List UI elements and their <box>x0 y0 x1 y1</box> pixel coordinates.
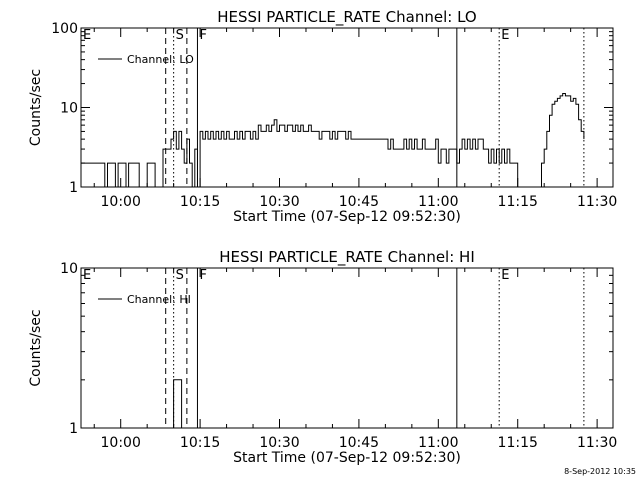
x-tick-label: 10:30 <box>259 435 299 451</box>
y-tick-label: 1 <box>69 421 78 437</box>
y-tick-label: 10 <box>60 101 78 117</box>
event-marker-label: E <box>501 268 509 283</box>
x-tick-label: 11:15 <box>498 435 538 451</box>
event-marker-label: F <box>199 268 206 283</box>
x-tick-label: 10:30 <box>259 194 299 210</box>
series-line <box>171 379 183 429</box>
legend-entry: Channel: LO <box>127 53 194 66</box>
x-tick-label: 10:45 <box>339 194 379 210</box>
chart-title: HESSI PARTICLE_RATE Channel: LO <box>217 8 476 27</box>
lo-channel-panel: HESSI PARTICLE_RATE Channel: LO 1 10 100 10:… <box>28 8 617 225</box>
x-tick-label: 11:30 <box>577 435 617 451</box>
event-marker-label: F <box>199 28 206 43</box>
y-axis-label: Counts/sec <box>28 69 44 146</box>
event-marker-label: E <box>83 268 91 283</box>
x-axis-label: Start Time (07-Sep-12 09:52:30) <box>233 450 461 466</box>
x-tick-label: 11:00 <box>418 194 458 210</box>
chart-title: HESSI PARTICLE_RATE Channel: HI <box>219 248 475 267</box>
x-tick-label: 10:45 <box>339 435 379 451</box>
x-tick-label: 11:15 <box>498 194 538 210</box>
x-tick-label: 11:00 <box>418 435 458 451</box>
y-tick-label: 1 <box>69 180 78 196</box>
legend-entry: Channel: HI <box>127 293 191 306</box>
y-tick-label: 10 <box>60 261 78 277</box>
plot-frame <box>80 267 614 429</box>
footer-timestamp: 8-Sep-2012 10:35 <box>564 467 636 476</box>
y-tick-label: 100 <box>51 21 78 37</box>
x-tick-label: 10:15 <box>180 435 220 451</box>
plot-frame <box>80 27 614 188</box>
x-tick-label: 10:00 <box>101 194 141 210</box>
event-marker-label: E <box>501 28 509 43</box>
event-marker-label: S <box>176 28 184 43</box>
x-tick-label: 11:30 <box>577 194 617 210</box>
x-axis-label: Start Time (07-Sep-12 09:52:30) <box>233 209 461 225</box>
y-axis-label: Counts/sec <box>28 309 44 386</box>
x-tick-label: 10:15 <box>180 194 220 210</box>
event-marker-label: E <box>83 28 91 43</box>
hi-channel-panel: HESSI PARTICLE_RATE Channel: HI 1 10 10:00 1… <box>28 248 617 466</box>
series-line <box>81 93 585 188</box>
event-marker-label: S <box>176 268 184 283</box>
x-tick-label: 10:00 <box>101 435 141 451</box>
